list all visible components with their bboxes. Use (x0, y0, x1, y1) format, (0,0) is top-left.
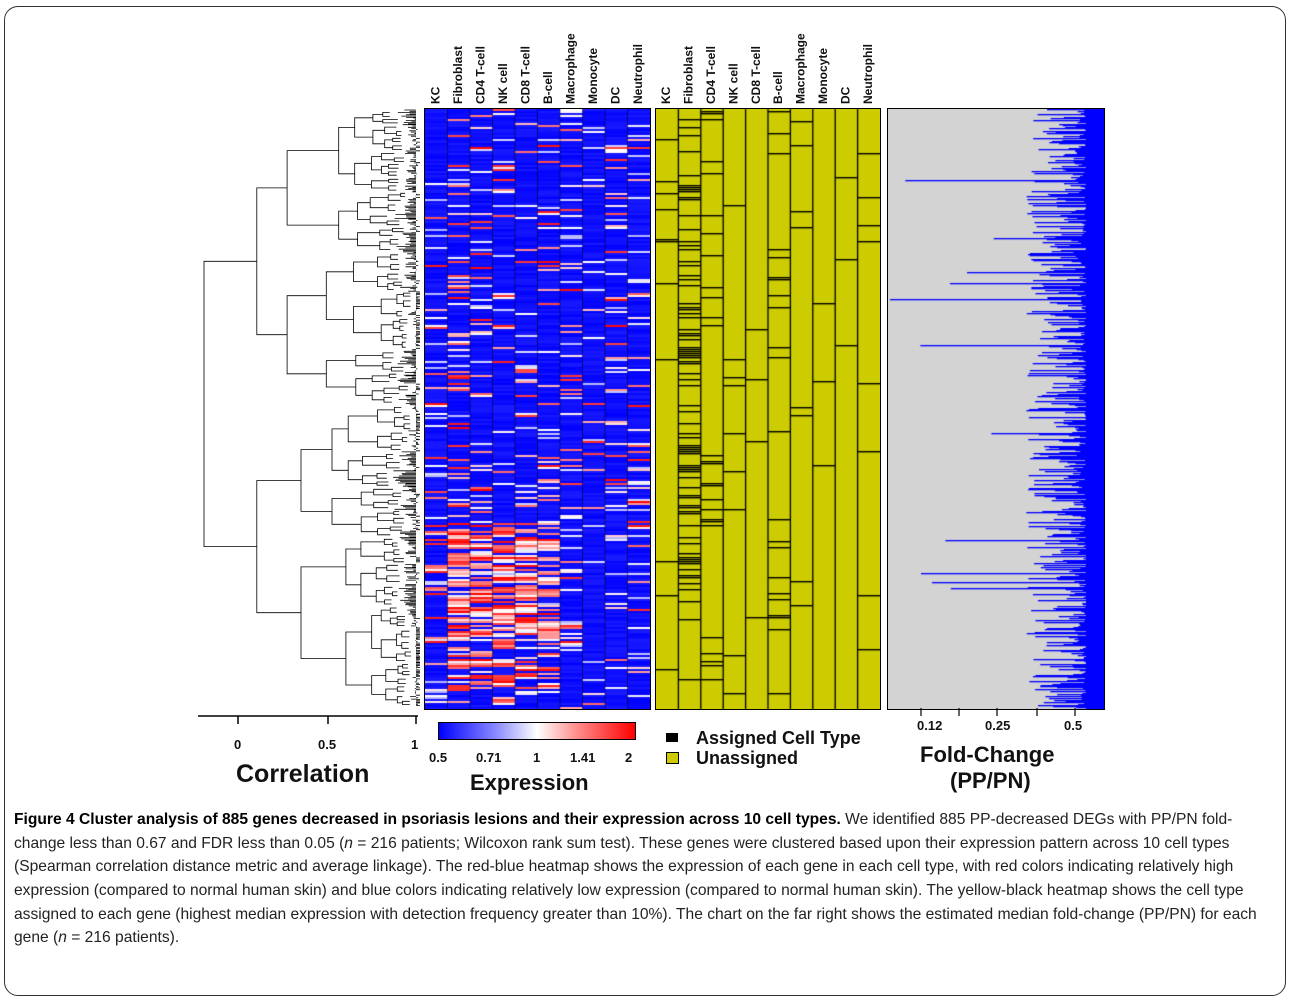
expression-column-label-cd8-t-cell: CD8 T-cell (518, 45, 533, 104)
assignment-column-label-cd4-t-cell: CD4 T-cell (704, 45, 718, 104)
fold-change-tick: 0.12 (917, 718, 943, 733)
correlation-axis-label: Correlation (236, 760, 370, 788)
caption-title: Figure 4 Cluster analysis of 885 genes d… (14, 811, 841, 828)
figure-caption: Figure 4 Cluster analysis of 885 genes d… (14, 808, 1276, 950)
correlation-tick: 1 (411, 737, 419, 752)
assignment-heatmap (655, 108, 881, 710)
fold-change-label: Fold-Change (920, 742, 1055, 767)
expression-column-label-neutrophil: Neutrophil (630, 44, 645, 104)
assignment-column-label-nk-cell: NK cell (726, 63, 741, 104)
expression-column-label-cd4-t-cell: CD4 T-cell (473, 45, 488, 104)
fold-change-axis (920, 708, 1076, 716)
expression-tick: 1.41 (570, 750, 596, 765)
correlation-tick: 0.5 (318, 737, 337, 752)
expression-tick: 2 (625, 750, 633, 765)
assignment-column-label-monocyte: Monocyte (816, 47, 830, 104)
assigned-label: Assigned Cell Type (696, 728, 861, 748)
expression-column-label-nk-cell: NK cell (495, 63, 510, 104)
assignment-column-label-cd8-t-cell: CD8 T-cell (748, 45, 763, 104)
assignment-column-label-fibroblast: Fibroblast (681, 45, 696, 104)
expression-tick: 1 (533, 750, 541, 765)
correlation-axis (198, 715, 418, 724)
fold-change-tick: 0.5 (1064, 718, 1083, 733)
caption-text: = 216 patients; Wilcoxon rank sum test).… (14, 834, 1257, 947)
caption-text: = 216 patients). (66, 929, 180, 947)
expression-column-label-fibroblast: Fibroblast (450, 45, 465, 104)
dendrogram (203, 109, 420, 706)
expression-column-label-dc: DC (608, 86, 623, 104)
caption-n: n (58, 929, 67, 947)
expression-column-label-kc: KC (428, 86, 443, 104)
expression-tick: 0.5 (429, 750, 448, 765)
expression-color-bar (438, 722, 636, 740)
unassigned-swatch (666, 752, 679, 764)
fold-change-label-sub: (PP/PN) (950, 768, 1031, 793)
unassigned-label: Unassigned (696, 748, 799, 768)
assignment-column-label-kc: KC (659, 86, 674, 104)
correlation-tick: 0 (234, 737, 242, 752)
expression-column-label-monocyte: Monocyte (585, 47, 600, 104)
expression-legend-label: Expression (470, 770, 589, 795)
assignment-column-label-macrophage: Macrophage (793, 33, 808, 104)
fold-change-tick: 0.25 (985, 718, 1011, 733)
expression-tick: 0.71 (476, 750, 502, 765)
assignment-column-label-dc: DC (838, 86, 853, 104)
assignment-column-label-neutrophil: Neutrophil (860, 44, 875, 104)
assignment-column-label-b-cell: B-cell (771, 71, 786, 104)
figure-frame (4, 6, 1286, 996)
expression-heatmap (424, 108, 651, 710)
caption-text: We identified 885 PP-decreased DEGs with… (14, 811, 1233, 852)
fold-change-chart (887, 108, 1105, 710)
caption-n: n (344, 834, 353, 852)
expression-column-label-b-cell: B-cell (540, 71, 555, 104)
expression-column-label-macrophage: Macrophage (563, 33, 578, 104)
assigned-swatch (666, 733, 678, 742)
